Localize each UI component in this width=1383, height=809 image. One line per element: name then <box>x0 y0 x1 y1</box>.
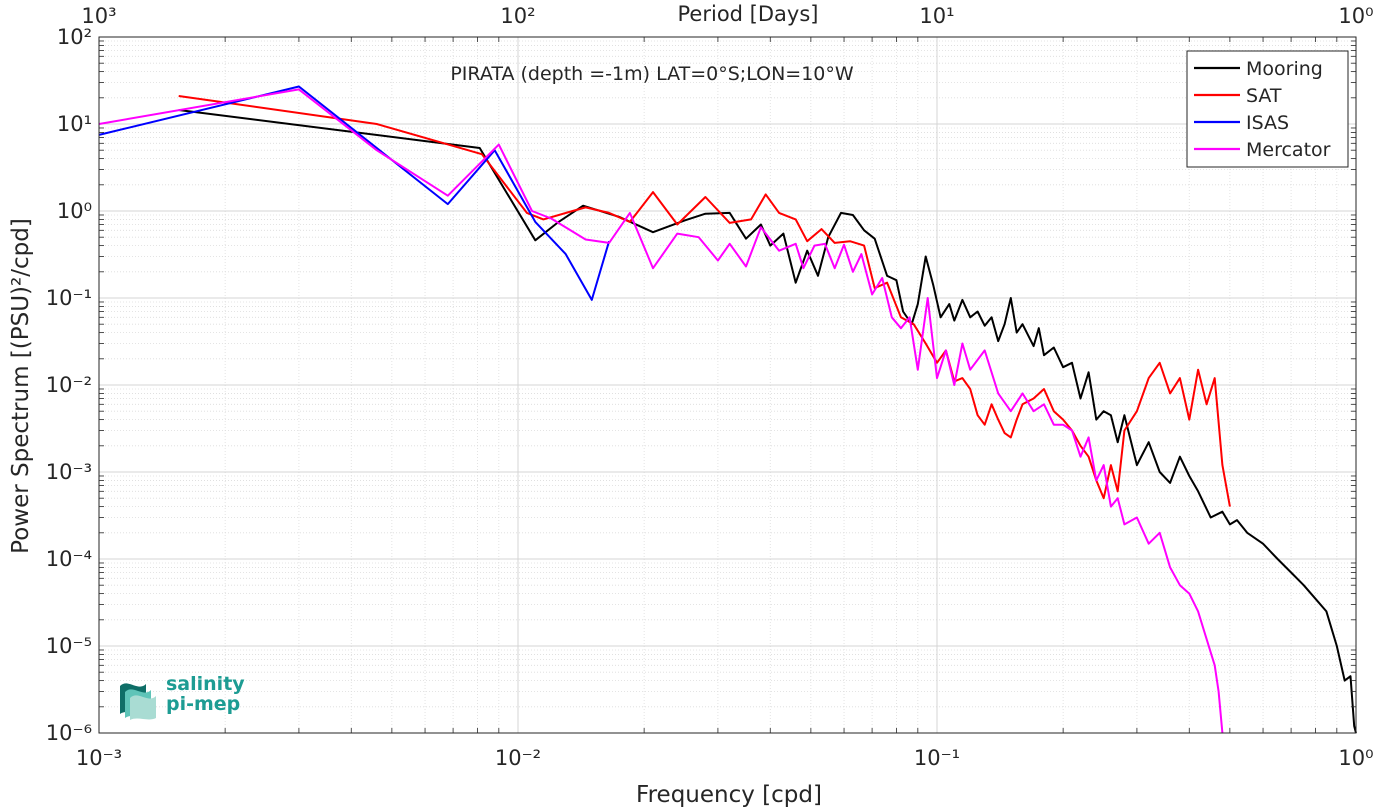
series-line-mercator <box>98 88 1224 734</box>
x-tick-label: 10⁻³ <box>76 746 122 770</box>
wave-logo-icon <box>120 683 156 720</box>
y-tick-label: 10¹ <box>57 112 92 136</box>
x-axis-label: Frequency [cpd] <box>636 782 822 808</box>
series-line-sat <box>178 95 1231 507</box>
salinity-pi-mep-logo: salinity pi-mep <box>116 672 246 722</box>
plot-frame <box>98 36 1357 734</box>
logo-text-pi-mep: pi-mep <box>166 693 241 715</box>
y-tick-label: 10⁻¹ <box>46 286 92 310</box>
y-tick-label: 10⁻⁶ <box>46 721 92 745</box>
top-x-tick-label: 10⁰ <box>1338 4 1373 28</box>
top-x-tick-labels: 10³ 10² 10¹ 10⁰ <box>81 4 1373 28</box>
series-line-mooring <box>178 109 1357 734</box>
chart-title: PIRATA (depth =-1m) LAT=0°S;LON=10°W <box>450 63 854 85</box>
y-tick-label: 10⁻² <box>46 373 92 397</box>
legend-label-sat: SAT <box>1246 85 1282 107</box>
legend: Mooring SAT ISAS Mercator <box>1186 50 1349 168</box>
top-x-tick-label: 10² <box>500 4 535 28</box>
x-tick-label: 10⁻² <box>495 746 541 770</box>
legend-label-mercator: Mercator <box>1246 139 1331 161</box>
y-tick-label: 10⁰ <box>57 199 92 223</box>
logo-text-salinity: salinity <box>166 673 245 695</box>
series-line-isas <box>98 85 611 301</box>
y-axis-label: Power Spectrum [(PSU)²/cpd] <box>8 218 34 554</box>
legend-box <box>1186 50 1349 168</box>
minor-grid <box>99 37 1356 733</box>
y-tick-label: 10⁻³ <box>46 460 92 484</box>
y-tick-labels: 10⁻⁶ 10⁻⁵ 10⁻⁴ 10⁻³ 10⁻² 10⁻¹ 10⁰ 10¹ 10² <box>46 25 92 745</box>
x-tick-labels: 10⁻³ 10⁻² 10⁻¹ 10⁰ <box>76 746 1374 770</box>
top-x-axis-label: Period [Days] <box>678 2 819 26</box>
x-tick-label: 10⁻¹ <box>914 746 960 770</box>
legend-label-isas: ISAS <box>1246 112 1289 134</box>
top-x-tick-label: 10³ <box>81 4 116 28</box>
legend-label-mooring: Mooring <box>1246 58 1323 80</box>
series-layer <box>98 85 1357 734</box>
x-tick-label: 10⁰ <box>1338 746 1373 770</box>
y-tick-label: 10⁻⁴ <box>46 547 92 571</box>
y-tick-label: 10² <box>57 25 92 49</box>
y-tick-label: 10⁻⁵ <box>46 634 92 658</box>
tick-marks <box>99 37 1356 733</box>
top-x-tick-label: 10¹ <box>919 4 954 28</box>
